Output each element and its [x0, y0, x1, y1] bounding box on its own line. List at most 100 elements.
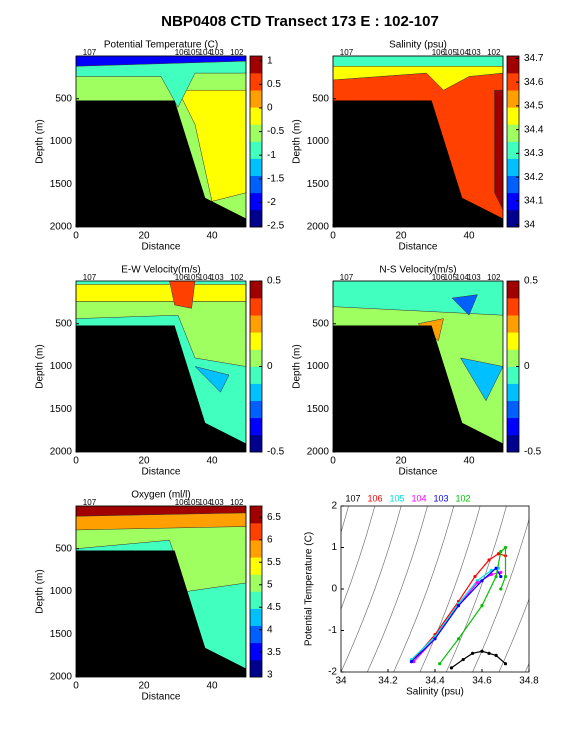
- isopycnal: [341, 506, 349, 534]
- x-tick-label: 0: [330, 456, 336, 467]
- y-tick-label: 500: [55, 318, 72, 329]
- colorbar-band: [250, 642, 262, 661]
- y-tick-label: 2: [331, 501, 337, 512]
- figure-title: NBP0408 CTD Transect 173 E : 102-107: [161, 13, 439, 30]
- colorbar-tick-label: 0: [267, 361, 273, 372]
- x-tick-label: 0: [73, 681, 79, 692]
- x-tick-label: 40: [206, 456, 218, 467]
- colorbar-band: [507, 192, 519, 211]
- x-tick-label: 34: [335, 676, 347, 687]
- colorbar-band: [250, 315, 262, 333]
- colorbar-band: [250, 383, 262, 401]
- y-tick-label: 2000: [50, 447, 73, 458]
- station-label: 104: [456, 48, 470, 57]
- colorbar-band: [250, 506, 262, 524]
- colorbar-band: [507, 298, 519, 316]
- colorbar-tick-label: -0.5: [267, 447, 285, 458]
- ts-point: [503, 545, 508, 550]
- isopycnal: [367, 506, 428, 672]
- y-tick-label: 1000: [307, 361, 330, 372]
- colorbar-band: [250, 523, 262, 541]
- station-label: 106: [175, 48, 189, 57]
- ts-point: [499, 570, 503, 575]
- x-tick-label: 34.2: [378, 676, 398, 687]
- station-label: 106: [175, 273, 189, 282]
- ts-point: [496, 552, 501, 556]
- colorbar-band: [507, 141, 519, 159]
- colorbar-tick-label: -1.5: [267, 173, 285, 184]
- x-tick-label: 0: [73, 456, 79, 467]
- colorbar-band: [250, 332, 262, 350]
- y-axis-label: Depth (m): [35, 119, 46, 163]
- ts-point: [461, 657, 465, 662]
- colorbar-tick-label: 34.4: [524, 124, 544, 135]
- colorbar-tick-label: 0: [267, 103, 273, 114]
- colorbar-band: [507, 400, 519, 419]
- field-band: [332, 55, 504, 67]
- y-axis-label: Depth (m): [292, 344, 303, 388]
- colorbar-band: [250, 574, 262, 592]
- x-axis-label: Distance: [142, 467, 181, 478]
- colorbar-band: [250, 73, 262, 91]
- y-tick-label: 1: [331, 542, 337, 553]
- bathymetry: [76, 325, 246, 452]
- ts-point: [494, 574, 498, 579]
- colorbar-band: [507, 349, 519, 367]
- y-tick-label: -1: [328, 625, 337, 636]
- field-band: [459, 357, 504, 402]
- station-label: 103: [210, 48, 224, 57]
- colorbar-frame: [249, 505, 263, 678]
- isopycnals: [341, 506, 529, 672]
- station-label: 104: [199, 48, 213, 57]
- station-label: 105: [187, 273, 201, 282]
- panel-title: Oxygen (ml/l): [131, 490, 190, 501]
- ts-point: [503, 574, 508, 579]
- ts-point: [487, 558, 491, 562]
- station-label: 107: [340, 48, 354, 57]
- colorbar-band: [507, 366, 519, 384]
- colorbar-tick-label: 34.3: [524, 148, 544, 159]
- x-tick-label: 20: [395, 231, 407, 242]
- colorbar-band: [507, 434, 519, 453]
- colorbar-band: [507, 73, 519, 91]
- ts-point: [499, 574, 503, 579]
- ts-point: [475, 581, 479, 585]
- isopycnal: [341, 506, 402, 672]
- isopycnal: [341, 506, 376, 611]
- x-tick-label: 34.8: [519, 676, 539, 687]
- isopycnal: [419, 506, 481, 672]
- station-label: 106: [432, 48, 446, 57]
- y-tick-label: 0: [331, 584, 337, 595]
- colorbar-band: [250, 400, 262, 419]
- legend-label: 104: [411, 493, 426, 503]
- colorbar-tick-label: -0.5: [267, 126, 285, 137]
- colorbar-band: [507, 332, 519, 350]
- legend-label: 105: [389, 493, 404, 503]
- colorbar-tick-label: 0: [524, 361, 530, 372]
- station-label: 102: [230, 273, 244, 282]
- panel-title: E-W Velocity(m/s): [121, 265, 200, 276]
- colorbar-band: [507, 107, 519, 125]
- station-label: 103: [210, 273, 224, 282]
- colorbar-tick-label: 4: [267, 624, 273, 635]
- station-label: 105: [444, 273, 458, 282]
- y-axis-label: Depth (m): [35, 344, 46, 388]
- y-tick-label: 500: [312, 318, 329, 329]
- bathymetry: [333, 325, 503, 452]
- ts-point: [433, 637, 437, 641]
- colorbar-tick-label: 3.5: [267, 647, 281, 658]
- field-band: [494, 89, 504, 211]
- y-tick-label: 1000: [50, 586, 73, 597]
- colorbar-band: [250, 124, 262, 142]
- ts-point: [499, 550, 503, 554]
- colorbar-band: [507, 383, 519, 401]
- legend-label: 102: [455, 493, 470, 503]
- colorbar-band: [250, 281, 262, 299]
- colorbar-band: [250, 608, 262, 626]
- colorbar-tick-label: 3: [267, 669, 273, 680]
- y-tick-label: 500: [55, 543, 72, 554]
- colorbar-tick-label: 4.5: [267, 602, 281, 613]
- y-tick-label: 1500: [50, 179, 73, 190]
- colorbar-band: [250, 625, 262, 644]
- y-axis-label: Depth (m): [292, 119, 303, 163]
